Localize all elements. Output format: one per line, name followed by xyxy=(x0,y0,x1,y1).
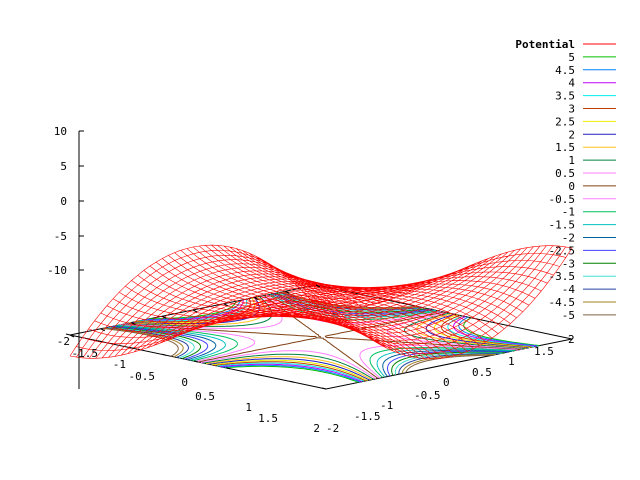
y-tick-mark xyxy=(69,334,75,338)
legend: Potential54.543.532.521.510.50-0.5-1-1.5… xyxy=(515,38,616,322)
y-tick-mark xyxy=(100,328,105,332)
y-tick-label: 2 xyxy=(568,333,575,346)
contour-level-line xyxy=(119,294,518,379)
x-tick-label: -1 xyxy=(113,358,126,371)
y-tick-label: -1.5 xyxy=(354,410,381,423)
legend-label: 3.5 xyxy=(555,90,575,103)
x-tick-label: 0 xyxy=(181,376,188,389)
legend-label: 1.5 xyxy=(555,141,575,154)
contour-level-line xyxy=(121,295,521,379)
y-tick-label: 0.5 xyxy=(472,366,492,379)
legend-label: Potential xyxy=(515,38,575,51)
y-tick-mark xyxy=(254,297,259,300)
legend-label: 2.5 xyxy=(555,115,575,128)
y-tick-mark xyxy=(285,290,290,294)
z-tick-label: -10 xyxy=(47,264,67,277)
z-tick-label: 0 xyxy=(60,195,67,208)
y-tick-mark xyxy=(223,303,228,307)
z-tick-label: -5 xyxy=(54,230,67,243)
x-tick-label: 0.5 xyxy=(195,390,215,403)
x-tick-mark xyxy=(289,380,295,383)
legend-label: 3 xyxy=(568,103,575,116)
y-tick-mark xyxy=(162,315,167,319)
legend-label: -4.5 xyxy=(549,296,576,309)
x-tick-mark xyxy=(97,340,103,343)
x-tick-label: -1.5 xyxy=(72,347,99,360)
surface-wireframe xyxy=(69,244,573,360)
y-tick-label: -2 xyxy=(326,422,339,435)
legend-label: 0.5 xyxy=(555,167,575,180)
legend-label: 0 xyxy=(568,180,575,193)
y-tick-label: 1 xyxy=(508,355,515,368)
y-tick-label: 0 xyxy=(443,376,450,389)
x-tick-label: -0.5 xyxy=(129,370,156,383)
y-tick-label: 1.5 xyxy=(534,345,554,358)
x-tick-mark xyxy=(65,333,71,336)
legend-label: -3 xyxy=(562,257,575,270)
legend-label: 1 xyxy=(568,154,575,167)
legend-label: -5 xyxy=(562,309,575,322)
x-tick-label: 1.5 xyxy=(258,412,278,425)
contour-level-line xyxy=(105,291,500,375)
legend-label: -0.5 xyxy=(549,193,576,206)
legend-label: -3.5 xyxy=(549,270,576,283)
legend-label: -4 xyxy=(562,283,576,296)
x-tick-mark xyxy=(129,347,135,349)
y-tick-mark xyxy=(131,322,136,325)
x-tick-mark xyxy=(257,374,263,376)
surface-mesh xyxy=(69,244,573,360)
y-tick-mark xyxy=(315,284,321,288)
z-tick-label: 10 xyxy=(54,125,67,138)
legend-label: -2.5 xyxy=(549,244,576,257)
x-tick-label: -2 xyxy=(57,335,70,348)
x-tick-mark xyxy=(161,353,167,356)
legend-label: 4.5 xyxy=(555,64,575,77)
contour-level-line xyxy=(104,291,496,374)
x-tick-mark xyxy=(321,387,327,390)
x-tick-label: 2 xyxy=(313,422,320,435)
legend-label: 4 xyxy=(568,77,575,90)
y-tick-mark xyxy=(192,309,198,313)
legend-label: 2 xyxy=(568,128,575,141)
y-tick-label: -1 xyxy=(380,399,393,412)
x-tick-mark xyxy=(193,360,199,363)
legend-label: -1 xyxy=(562,206,575,219)
legend-label: -2 xyxy=(562,232,575,245)
y-tick-label: -0.5 xyxy=(414,389,441,402)
z-tick-label: 5 xyxy=(60,160,67,173)
x-tick-label: 1 xyxy=(245,401,252,414)
legend-label: -1.5 xyxy=(549,219,576,232)
x-tick-mark xyxy=(225,367,231,370)
legend-label: 5 xyxy=(568,51,575,64)
